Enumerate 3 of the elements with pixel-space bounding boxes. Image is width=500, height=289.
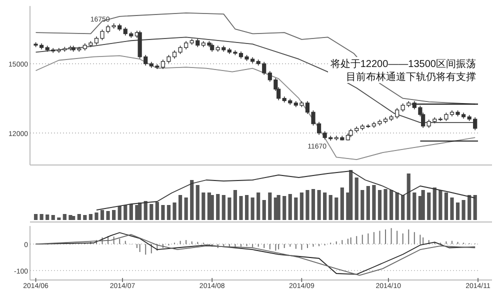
note: 将处于12200——13500区间振荡 (328, 57, 478, 70)
note: 目前布林通道下轨仍将有支撑 (328, 70, 478, 83)
annotation: 目前布林通道下轨仍将有支撑 (346, 71, 476, 83)
